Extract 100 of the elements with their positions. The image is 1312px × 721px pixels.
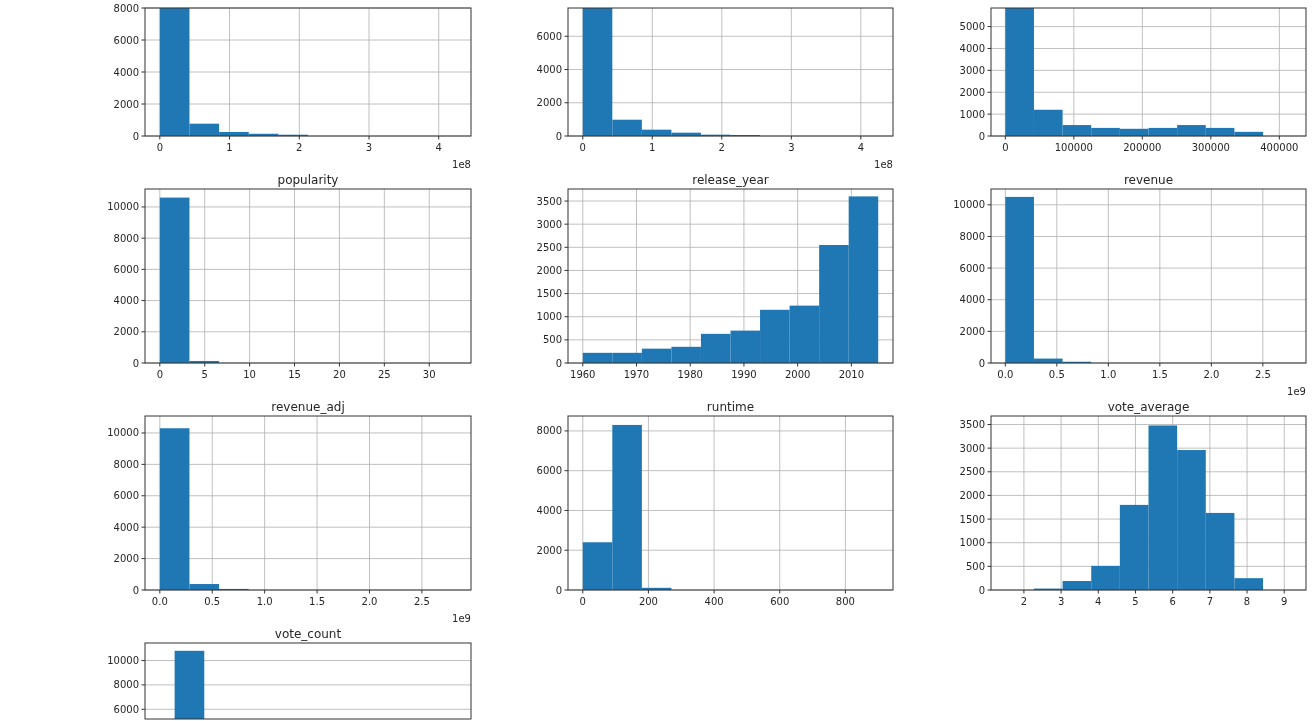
x-tick-label: 1 <box>649 142 656 153</box>
y-tick-label: 4000 <box>113 521 139 533</box>
x-tick-label: 2000 <box>784 369 811 380</box>
text: 1e8 <box>452 159 471 170</box>
chart-title: release_year <box>692 173 769 187</box>
x-tick-label: 25 <box>377 369 391 380</box>
y-tick-label: 4000 <box>536 64 562 76</box>
y-tick-label: 2500 <box>536 241 562 253</box>
y-tick-label: 10000 <box>107 427 139 439</box>
y-tick-label: 0 <box>132 130 139 142</box>
y-tick-label: 8000 <box>536 425 562 437</box>
x-tick-label: 10 <box>243 369 256 380</box>
y-tick-label: 0 <box>555 584 562 596</box>
y-tick-label: 10000 <box>107 201 139 213</box>
y-tick-label: 500 <box>542 334 562 346</box>
chart-title: revenue_adj <box>271 400 345 414</box>
y-tick-label: 1000 <box>536 311 562 323</box>
y-tick-label: 1000 <box>959 537 985 549</box>
x-tick-label: 6 <box>1169 596 1176 607</box>
chart-title: vote_average <box>1107 400 1190 414</box>
y-tick-label: 4000 <box>959 294 985 306</box>
y-tick-label: 500 <box>965 560 985 572</box>
y-tick-label: 8000 <box>113 679 139 691</box>
y-tick-label: 0 <box>555 357 562 369</box>
x-tick-label: 1970 <box>623 369 650 380</box>
x-tick-label: 30 <box>422 369 436 380</box>
x-tick-label: 0.5 <box>1048 369 1065 380</box>
text: 1e9 <box>1287 386 1306 397</box>
x-tick-label: 1 <box>226 142 233 153</box>
x-tick-label: 5 <box>1132 596 1139 607</box>
x-tick-label: 0 <box>1002 142 1009 153</box>
y-tick-label: 6000 <box>113 490 139 502</box>
x-tick-label: 2 <box>718 142 725 153</box>
x-tick-label: 0 <box>156 369 164 380</box>
x-tick-label: 3 <box>365 142 373 153</box>
x-tick-label: 2.5 <box>1254 369 1271 380</box>
x-tick-label: 200000 <box>1123 142 1162 153</box>
y-tick-label: 1500 <box>536 288 562 300</box>
x-tick-label: 2.5 <box>413 596 430 607</box>
x-tick-label: 1.5 <box>309 596 326 607</box>
x-tick-label: 200 <box>638 596 658 607</box>
x-tick-label: 5 <box>201 369 208 380</box>
x-tick-label: 1.0 <box>256 596 273 607</box>
y-tick-label: 4000 <box>959 42 985 54</box>
x-tick-label: 15 <box>288 369 301 380</box>
x-tick-label: 4 <box>435 142 442 153</box>
y-tick-label: 4000 <box>536 504 562 516</box>
y-tick-label: 0 <box>132 357 139 369</box>
y-tick-label: 0 <box>978 584 985 596</box>
y-tick-label: 6000 <box>536 30 562 42</box>
y-tick-label: 6000 <box>536 465 562 477</box>
y-tick-label: 2000 <box>536 97 562 109</box>
x-tick-label: 0 <box>156 142 164 153</box>
chart-title: runtime <box>706 400 755 414</box>
x-tick-label: 1980 <box>677 369 703 380</box>
x-tick-label: 1.0 <box>1100 369 1117 380</box>
x-tick-label: 20 <box>333 369 346 380</box>
x-tick-label: 800 <box>835 596 855 607</box>
x-tick-label: 600 <box>770 596 790 607</box>
x-tick-label: 1.5 <box>1151 369 1168 380</box>
y-tick-label: 0 <box>555 130 562 142</box>
x-tick-label: 2 <box>1020 596 1028 607</box>
x-tick-label: 8 <box>1243 596 1251 607</box>
y-tick-label: 4000 <box>113 295 139 307</box>
y-tick-label: 1000 <box>959 108 985 120</box>
chart-title: vote_count <box>274 627 342 641</box>
y-tick-label: 6000 <box>113 703 139 715</box>
x-tick-label: 4 <box>857 142 865 153</box>
x-tick-label: 0 <box>579 596 586 607</box>
x-tick-label: 2.0 <box>361 596 378 607</box>
x-tick-label: 3 <box>1057 596 1065 607</box>
y-tick-label: 3500 <box>959 419 985 431</box>
y-tick-label: 10000 <box>953 199 985 211</box>
y-tick-label: 3000 <box>959 64 985 76</box>
x-tick-label: 100000 <box>1054 142 1093 153</box>
y-tick-label: 10000 <box>107 655 139 667</box>
x-tick-label: 1960 <box>570 369 596 380</box>
y-tick-label: 2000 <box>113 98 139 110</box>
y-tick-label: 8000 <box>113 458 139 470</box>
y-tick-label: 2000 <box>959 86 985 98</box>
x-tick-label: 2.0 <box>1203 369 1220 380</box>
y-tick-label: 6000 <box>959 262 985 274</box>
y-tick-label: 1500 <box>959 513 985 525</box>
y-tick-label: 2000 <box>113 553 139 565</box>
y-tick-label: 8000 <box>113 2 139 14</box>
y-tick-label: 0 <box>132 584 139 596</box>
y-tick-label: 2000 <box>536 264 562 276</box>
y-tick-label: 3000 <box>959 442 985 454</box>
x-tick-label: 0 <box>579 142 586 153</box>
y-tick-label: 2000 <box>959 325 985 337</box>
chart-title: revenue <box>1123 173 1174 187</box>
y-tick-label: 6000 <box>113 263 139 275</box>
y-tick-label: 3000 <box>536 218 562 230</box>
y-tick-label: 2500 <box>959 466 985 478</box>
text: 1e8 <box>874 159 893 170</box>
x-tick-label: 1990 <box>731 369 757 380</box>
x-tick-label: 7 <box>1206 596 1214 607</box>
y-tick-label: 2000 <box>959 489 985 501</box>
x-tick-label: 400 <box>704 596 724 607</box>
y-tick-label: 8000 <box>959 230 985 242</box>
